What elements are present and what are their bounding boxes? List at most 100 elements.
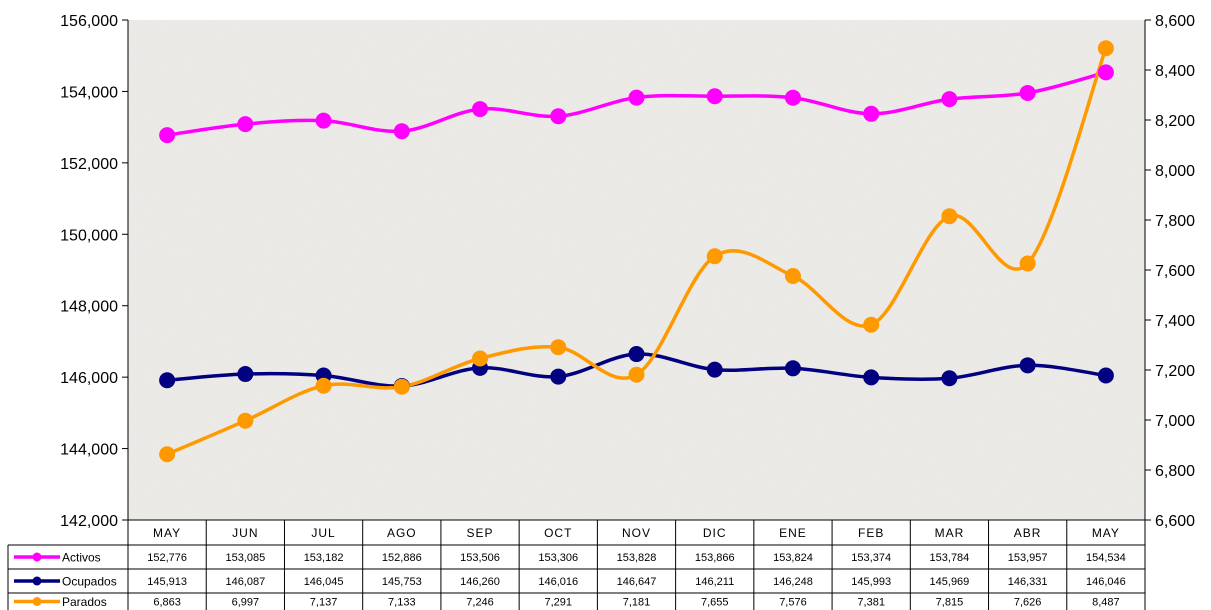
legend-label-activos: Activos: [62, 551, 101, 565]
table-value-cell: 146,087: [225, 576, 265, 588]
left-tick-label: 150,000: [60, 227, 118, 244]
table-header-cell: ABR: [1014, 526, 1042, 540]
data-point-activos: [550, 108, 567, 125]
data-point-activos: [863, 105, 880, 122]
table-value-cell: 153,085: [225, 552, 265, 564]
data-point-ocupados: [159, 372, 176, 389]
data-point-activos: [159, 127, 176, 144]
table-value-cell: 145,913: [147, 576, 187, 588]
table-header-cell: FEB: [858, 526, 884, 540]
right-tick-label: 8,200: [1155, 113, 1195, 130]
data-point-ocupados: [784, 360, 801, 377]
table-value-cell: 153,784: [930, 552, 970, 564]
table-value-cell: 145,969: [930, 576, 970, 588]
data-point-parados: [237, 412, 254, 429]
table-value-cell: 6,863: [153, 597, 181, 609]
table-value-cell: 7,246: [466, 597, 494, 609]
table-value-cell: 153,182: [304, 552, 344, 564]
table-value-cell: 7,815: [936, 597, 964, 609]
table-header-cell: JUL: [311, 526, 335, 540]
data-point-activos: [1097, 64, 1114, 81]
data-point-parados: [628, 366, 645, 383]
data-point-parados: [706, 248, 723, 265]
table-value-cell: 6,997: [232, 597, 260, 609]
table-value-cell: 7,133: [388, 597, 416, 609]
left-tick-label: 148,000: [60, 299, 118, 316]
left-tick-label: 156,000: [60, 13, 118, 30]
data-point-activos: [784, 89, 801, 106]
table-header-cell: SEP: [467, 526, 494, 540]
table-value-cell: 154,534: [1086, 552, 1126, 564]
data-point-ocupados: [1019, 357, 1036, 374]
left-tick-label: 144,000: [60, 442, 118, 459]
table-value-cell: 146,260: [460, 576, 500, 588]
legend-key-marker-activos: [32, 552, 42, 562]
table-header-cell: NOV: [622, 526, 651, 540]
table-value-cell: 146,046: [1086, 576, 1126, 588]
table-value-cell: 146,211: [695, 576, 734, 588]
legend-label-ocupados: Ocupados: [62, 575, 117, 589]
data-point-ocupados: [863, 369, 880, 386]
data-point-parados: [472, 350, 489, 367]
table-header-cell: ENE: [779, 526, 807, 540]
right-tick-label: 7,200: [1155, 363, 1195, 380]
table-value-cell: 7,381: [857, 597, 885, 609]
right-tick-label: 7,800: [1155, 213, 1195, 230]
right-tick-label: 7,600: [1155, 263, 1195, 280]
data-point-activos: [706, 88, 723, 105]
table-header-cell: MAY: [1092, 526, 1120, 540]
legend-key-marker-ocupados: [32, 576, 42, 586]
data-point-ocupados: [628, 346, 645, 363]
table-value-cell: 146,016: [538, 576, 578, 588]
table-value-cell: 153,824: [773, 552, 813, 564]
data-point-activos: [472, 101, 489, 118]
left-tick-label: 146,000: [60, 370, 118, 387]
right-tick-label: 7,000: [1155, 413, 1195, 430]
right-tick-label: 8,000: [1155, 163, 1195, 180]
data-point-activos: [315, 112, 332, 129]
right-tick-label: 8,600: [1155, 13, 1195, 30]
table-value-cell: 7,655: [701, 597, 729, 609]
table-header-cell: MAY: [153, 526, 181, 540]
table-value-cell: 153,828: [617, 552, 657, 564]
data-point-ocupados: [1097, 367, 1114, 384]
left-tick-label: 154,000: [60, 84, 118, 101]
table-value-cell: 146,331: [1008, 576, 1048, 588]
right-tick-label: 6,800: [1155, 463, 1195, 480]
table-value-cell: 7,576: [779, 597, 807, 609]
table-value-cell: 8,487: [1092, 597, 1120, 609]
data-point-ocupados: [237, 366, 254, 383]
table-value-cell: 7,181: [623, 597, 651, 609]
data-point-parados: [315, 377, 332, 394]
data-point-activos: [628, 89, 645, 106]
table-value-cell: 153,957: [1008, 552, 1048, 564]
series-line-parados: [166, 47, 1108, 456]
data-point-parados: [1097, 40, 1114, 57]
table-value-cell: 153,866: [695, 552, 735, 564]
table-value-cell: 152,776: [147, 552, 187, 564]
data-point-parados: [863, 316, 880, 333]
data-point-parados: [393, 378, 410, 395]
data-point-ocupados: [706, 361, 723, 378]
table-value-cell: 152,886: [382, 552, 422, 564]
table-value-cell: 7,626: [1014, 597, 1042, 609]
table-value-cell: 146,248: [773, 576, 813, 588]
data-point-ocupados: [941, 370, 958, 387]
data-point-activos: [1019, 84, 1036, 101]
legend-key-marker-parados: [32, 597, 42, 606]
right-tick-label: 6,600: [1155, 513, 1195, 530]
right-tick-label: 8,400: [1155, 63, 1195, 80]
table-value-cell: 7,137: [310, 597, 338, 609]
data-point-ocupados: [550, 368, 567, 385]
table-header-cell: MAR: [935, 526, 965, 540]
legend-label-parados: Parados: [62, 595, 107, 609]
data-point-activos: [941, 91, 958, 108]
table-header-cell: OCT: [544, 526, 572, 540]
table-value-cell: 145,753: [382, 576, 422, 588]
data-point-parados: [159, 446, 176, 463]
table-value-cell: 153,306: [538, 552, 578, 564]
table-value-cell: 7,291: [545, 597, 573, 609]
table-value-cell: 146,045: [304, 576, 344, 588]
left-tick-label: 142,000: [60, 513, 118, 530]
